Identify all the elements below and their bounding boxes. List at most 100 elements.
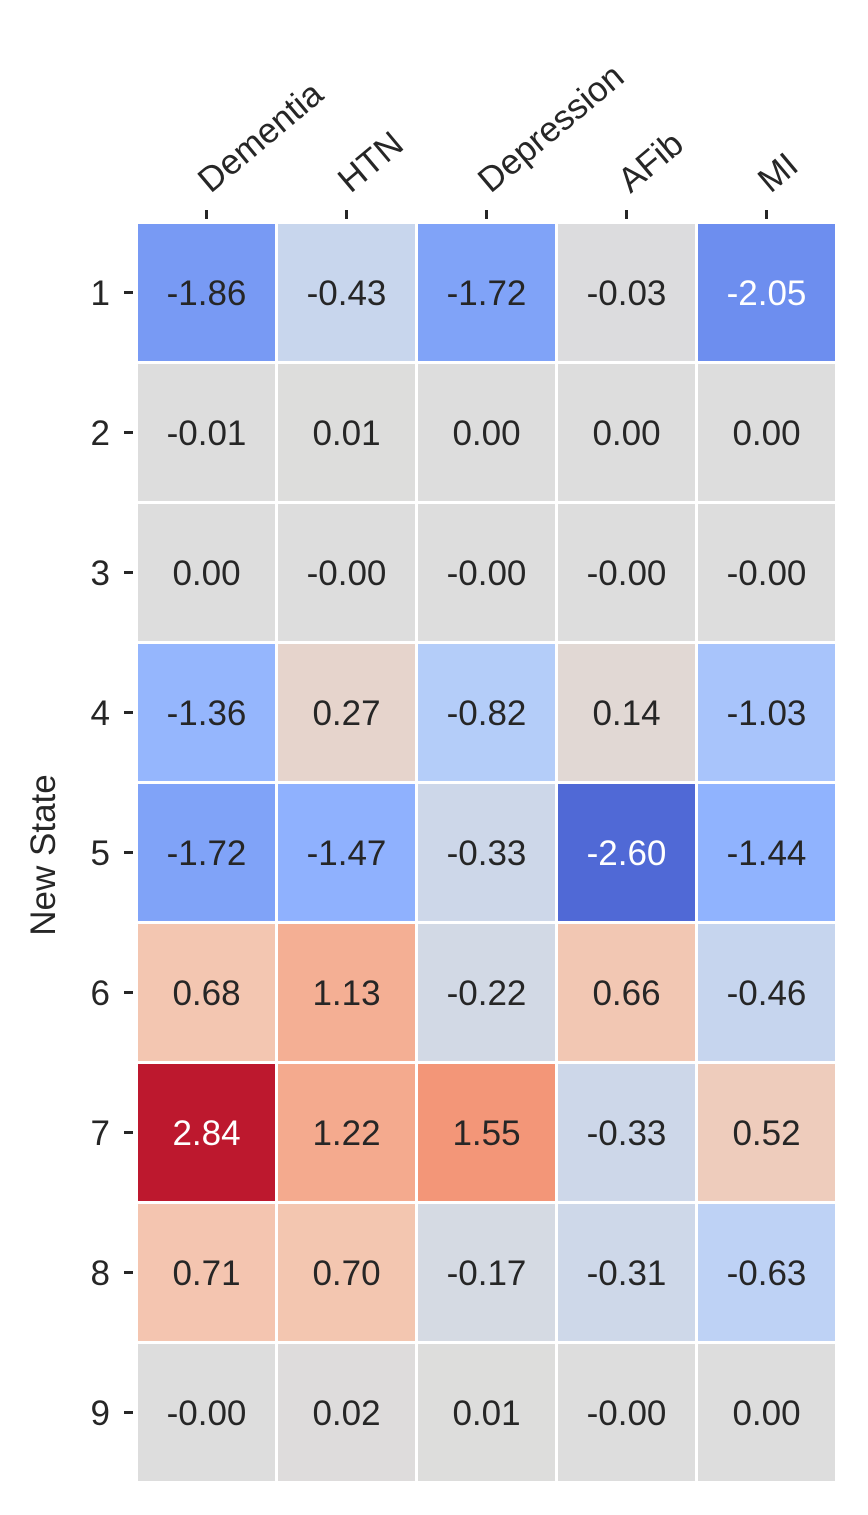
y-tick-label-8: 8 — [91, 1254, 110, 1293]
x-tick-label-mi: MI — [751, 145, 806, 200]
y-tick-label-9: 9 — [91, 1394, 110, 1433]
heatmap-cell-r3-c3 — [418, 504, 555, 641]
heatmap-cell-label-r5-c5: -1.44 — [727, 834, 807, 873]
heatmap-cell-r3-c2 — [278, 504, 415, 641]
heatmap-cell-r1-c2 — [278, 224, 415, 361]
heatmap-cell-r1-c4 — [558, 224, 695, 361]
heatmap-cell-r6-c3 — [418, 924, 555, 1061]
heatmap-cell-r6-c5 — [698, 924, 835, 1061]
heatmap-cell-r4-c2 — [278, 644, 415, 781]
heatmap-cell-label-r4-c1: -1.36 — [167, 694, 247, 733]
heatmap-cell-label-r3-c4: -0.00 — [587, 554, 667, 593]
y-tick-label-1: 1 — [91, 274, 110, 313]
heatmap-cell-label-r7-c1: 2.84 — [172, 1114, 240, 1153]
heatmap-cell-label-r2-c4: 0.00 — [592, 414, 660, 453]
heatmap-cell-label-r7-c3: 1.55 — [452, 1114, 520, 1153]
heatmap-cell-label-r7-c2: 1.22 — [312, 1114, 380, 1153]
heatmap-cell-r4-c5 — [698, 644, 835, 781]
heatmap-cell-r3-c1 — [138, 504, 275, 641]
heatmap-cell-label-r4-c3: -0.82 — [447, 694, 527, 733]
heatmap-cell-label-r4-c5: -1.03 — [727, 694, 807, 733]
heatmap-cell-label-r1-c4: -0.03 — [587, 274, 667, 313]
heatmap-cell-r8-c4 — [558, 1204, 695, 1341]
heatmap-cell-r2-c5 — [698, 364, 835, 501]
heatmap-cell-r1-c5 — [698, 224, 835, 361]
heatmap-cell-label-r9-c4: -0.00 — [587, 1394, 667, 1433]
heatmap-cell-r5-c4 — [558, 784, 695, 921]
heatmap-cell-r5-c5 — [698, 784, 835, 921]
heatmap-cell-r1-c3 — [418, 224, 555, 361]
heatmap-cell-r6-c2 — [278, 924, 415, 1061]
heatmap-cell-r5-c3 — [418, 784, 555, 921]
y-tick-label-7: 7 — [91, 1114, 110, 1153]
heatmap-cell-label-r8-c3: -0.17 — [447, 1254, 527, 1293]
heatmap-cell-label-r9-c1: -0.00 — [167, 1394, 247, 1433]
heatmap-cell-r1-c1 — [138, 224, 275, 361]
x-tick-label-dementia: Dementia — [191, 74, 331, 201]
heatmap-cell-r7-c2 — [278, 1064, 415, 1201]
heatmap-cell-r8-c2 — [278, 1204, 415, 1341]
heatmap-cell-r5-c1 — [138, 784, 275, 921]
heatmap-cell-label-r1-c3: -1.72 — [447, 274, 527, 313]
heatmap-cell-r9-c2 — [278, 1344, 415, 1481]
heatmap-cell-label-r5-c2: -1.47 — [307, 834, 387, 873]
heatmap-cell-r7-c3 — [418, 1064, 555, 1201]
heatmap-cell-r4-c4 — [558, 644, 695, 781]
heatmap-cell-label-r6-c3: -0.22 — [447, 974, 527, 1013]
heatmap-cell-labels: -1.86 -0.43 -1.72 -0.03 -2.05 -0.01 0.01 0.00 0.… — [167, 274, 807, 1433]
y-axis-ticks: 1 2 3 4 5 6 7 8 9 — [91, 274, 133, 1433]
heatmap-cell-label-r8-c1: 0.71 — [172, 1254, 240, 1293]
heatmap-cell-r8-c1 — [138, 1204, 275, 1341]
heatmap-cell-r2-c3 — [418, 364, 555, 501]
heatmap-cell-r9-c1 — [138, 1344, 275, 1481]
heatmap-cell-label-r6-c1: 0.68 — [172, 974, 240, 1013]
heatmap-cell-r9-c3 — [418, 1344, 555, 1481]
heatmap-cell-r8-c5 — [698, 1204, 835, 1341]
heatmap-cell-r6-c1 — [138, 924, 275, 1061]
x-tick-label-afib: AFib — [611, 124, 691, 200]
heatmap-cell-r8-c3 — [418, 1204, 555, 1341]
heatmap-cell-label-r5-c4: -2.60 — [587, 834, 667, 873]
heatmap-cell-r7-c5 — [698, 1064, 835, 1201]
heatmap-cell-label-r7-c5: 0.52 — [732, 1114, 800, 1153]
heatmap-cell-label-r9-c5: 0.00 — [732, 1394, 800, 1433]
heatmap-cell-r2-c1 — [138, 364, 275, 501]
heatmap-cell-label-r9-c2: 0.02 — [312, 1394, 380, 1433]
y-axis-label: New State — [24, 774, 63, 935]
heatmap-cell-r7-c1 — [138, 1064, 275, 1201]
heatmap-cell-label-r4-c4: 0.14 — [592, 694, 660, 733]
heatmap-cell-label-r5-c3: -0.33 — [447, 834, 527, 873]
heatmap-cell-label-r4-c2: 0.27 — [312, 694, 380, 733]
heatmap-cell-label-r1-c2: -0.43 — [307, 274, 387, 313]
heatmap-cell-r6-c4 — [558, 924, 695, 1061]
heatmap-cell-label-r6-c2: 1.13 — [312, 974, 380, 1013]
heatmap-cell-r3-c4 — [558, 504, 695, 641]
heatmap-cell-label-r2-c1: -0.01 — [167, 414, 247, 453]
heatmap-cell-label-r2-c5: 0.00 — [732, 414, 800, 453]
heatmap-cell-label-r3-c2: -0.00 — [307, 554, 387, 593]
x-tick-label-htn: HTN — [331, 124, 411, 200]
x-tick-label-depression: Depression — [471, 56, 632, 200]
y-tick-label-4: 4 — [91, 694, 110, 733]
heatmap-cell-label-r8-c4: -0.31 — [587, 1254, 667, 1293]
heatmap-cell-label-r2-c3: 0.00 — [452, 414, 520, 453]
heatmap-cell-label-r8-c5: -0.63 — [727, 1254, 807, 1293]
heatmap-cell-label-r5-c1: -1.72 — [167, 834, 247, 873]
heatmap-cell-r4-c3 — [418, 644, 555, 781]
heatmap-cell-label-r3-c5: -0.00 — [727, 554, 807, 593]
heatmap-cell-r2-c2 — [278, 364, 415, 501]
y-tick-label-3: 3 — [91, 554, 110, 593]
heatmap-cell-label-r2-c2: 0.01 — [312, 414, 380, 453]
heatmap-cell-label-r3-c1: 0.00 — [172, 554, 240, 593]
heatmap-cell-r9-c5 — [698, 1344, 835, 1481]
y-tick-label-2: 2 — [91, 414, 110, 453]
heatmap-cell-r3-c5 — [698, 504, 835, 641]
heatmap-cell-label-r6-c4: 0.66 — [592, 974, 660, 1013]
heatmap-cell-label-r9-c3: 0.01 — [452, 1394, 520, 1433]
heatmap-cell-label-r7-c4: -0.33 — [587, 1114, 667, 1153]
heatmap-cell-r9-c4 — [558, 1344, 695, 1481]
heatmap-cell-r5-c2 — [278, 784, 415, 921]
heatmap-cell-label-r3-c3: -0.00 — [447, 554, 527, 593]
